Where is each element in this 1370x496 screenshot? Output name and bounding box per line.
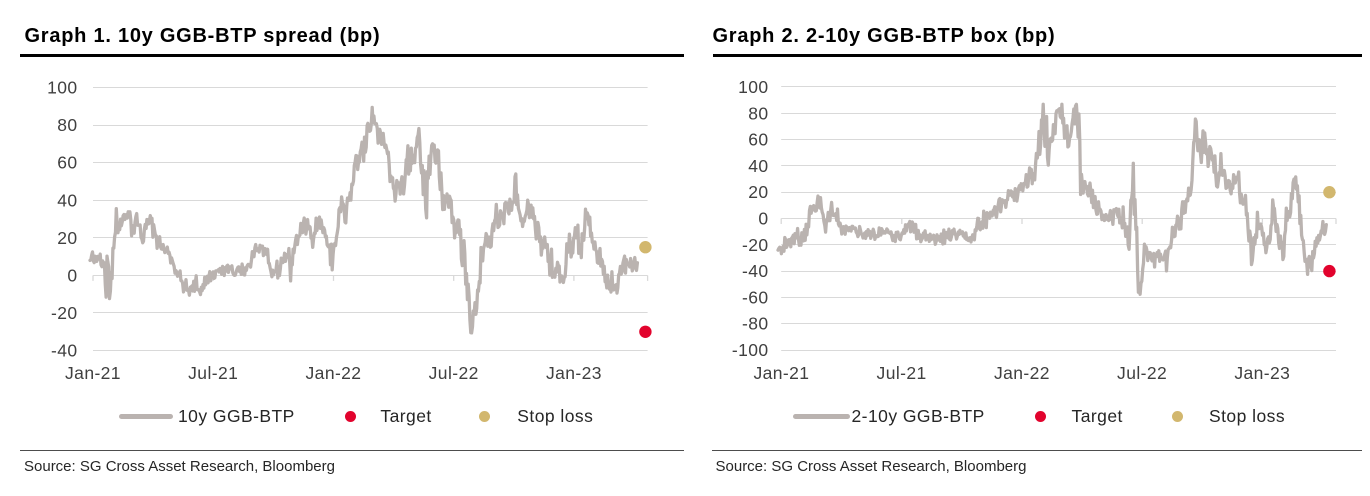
- svg-text:Jan-22: Jan-22: [994, 363, 1050, 383]
- svg-text:80: 80: [57, 115, 77, 135]
- svg-text:Jul-21: Jul-21: [877, 363, 927, 383]
- svg-text:40: 40: [57, 190, 77, 210]
- svg-text:20: 20: [748, 182, 768, 202]
- svg-text:60: 60: [57, 153, 77, 173]
- svg-text:100: 100: [738, 77, 768, 97]
- svg-text:20: 20: [57, 228, 77, 248]
- svg-text:-60: -60: [742, 287, 769, 307]
- svg-text:-20: -20: [742, 235, 769, 255]
- svg-text:-100: -100: [732, 340, 769, 360]
- svg-text:Jan-22: Jan-22: [306, 363, 362, 383]
- svg-text:80: 80: [748, 103, 768, 123]
- svg-text:Jul-22: Jul-22: [1117, 363, 1167, 383]
- svg-text:-40: -40: [742, 261, 769, 281]
- svg-text:-40: -40: [51, 341, 78, 361]
- svg-text:Jan-21: Jan-21: [65, 363, 121, 383]
- svg-text:0: 0: [758, 209, 768, 229]
- svg-text:0: 0: [67, 265, 77, 285]
- svg-text:Jan-23: Jan-23: [1234, 363, 1290, 383]
- svg-text:-80: -80: [742, 314, 769, 334]
- svg-text:-20: -20: [51, 303, 78, 323]
- svg-text:40: 40: [748, 156, 768, 176]
- svg-text:100: 100: [47, 78, 77, 98]
- svg-text:Jul-21: Jul-21: [188, 363, 238, 383]
- svg-text:60: 60: [748, 130, 768, 150]
- svg-text:Jul-22: Jul-22: [429, 363, 479, 383]
- svg-text:Jan-23: Jan-23: [546, 363, 602, 383]
- svg-text:Jan-21: Jan-21: [753, 363, 809, 383]
